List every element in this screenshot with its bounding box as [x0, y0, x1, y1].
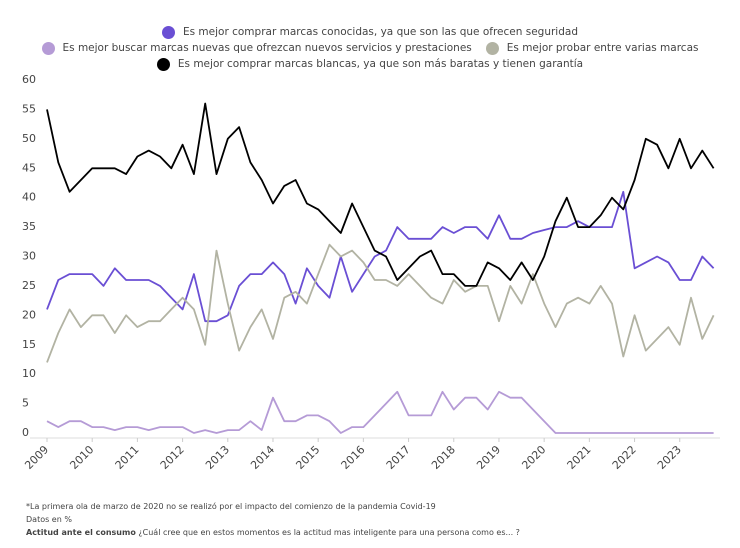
x-tick-label: 2023 [655, 443, 684, 472]
x-tick-label: 2021 [565, 443, 594, 472]
y-tick-label: 50 [22, 132, 36, 145]
x-tick-label: 2009 [22, 443, 51, 472]
x-tick-label: 2016 [339, 443, 368, 472]
legend-row: Es mejor comprar marcas conocidas, ya qu… [0, 24, 740, 40]
x-tick-label: 2013 [203, 443, 232, 472]
legend-swatch [161, 25, 175, 39]
y-tick-label: 20 [22, 308, 36, 321]
x-tick-label: 2019 [474, 443, 503, 472]
x-tick-label: 2022 [610, 443, 639, 472]
y-tick-label: 30 [22, 250, 36, 263]
legend-label: Es mejor probar entre varias marcas [506, 42, 699, 54]
x-tick-label: 2011 [113, 443, 142, 472]
legend-entry: Es mejor probar entre varias marcas [485, 41, 699, 55]
series-line [46, 190, 715, 323]
y-tick-label: 55 [22, 102, 36, 115]
y-tick-label: 35 [22, 220, 36, 233]
series-line [46, 102, 715, 287]
legend-label: Es mejor buscar marcas nuevas que ofrezc… [62, 42, 472, 54]
y-tick-label: 40 [22, 191, 36, 204]
x-tick-label: 2010 [67, 443, 96, 472]
question-label: Actitud ante el consumo [26, 528, 136, 537]
x-tick-label: 2020 [519, 443, 548, 472]
y-tick-label: 60 [22, 73, 36, 86]
legend-swatch [41, 41, 55, 55]
y-tick-label: 25 [22, 279, 36, 292]
legend-row: Es mejor comprar marcas blancas, ya que … [0, 56, 740, 72]
legend-swatch [156, 57, 170, 71]
legend-row: Es mejor buscar marcas nuevas que ofrezc… [0, 40, 740, 56]
footer: *La primera ola de marzo de 2020 no se r… [26, 500, 520, 539]
y-tick-label: 45 [22, 161, 36, 174]
series-line [46, 243, 715, 363]
y-tick-label: 5 [22, 397, 29, 410]
x-tick-label: 2015 [293, 443, 322, 472]
legend-entry: Es mejor comprar marcas conocidas, ya qu… [161, 25, 578, 39]
question-line: Actitud ante el consumo ¿Cuál cree que e… [26, 526, 520, 539]
y-tick-label: 15 [22, 338, 36, 351]
y-tick-label: 0 [22, 426, 29, 439]
legend-entry: Es mejor buscar marcas nuevas que ofrezc… [41, 41, 472, 55]
y-tick-label: 10 [22, 367, 36, 380]
legend-label: Es mejor comprar marcas conocidas, ya qu… [182, 26, 578, 38]
footnote: *La primera ola de marzo de 2020 no se r… [26, 502, 436, 511]
question: ¿Cuál cree que en estos momentos es la a… [138, 528, 520, 537]
data-note: Datos en % [26, 515, 72, 524]
x-tick-label: 2014 [248, 443, 277, 472]
x-tick-label: 2017 [384, 443, 413, 472]
legend-entry: Es mejor comprar marcas blancas, ya que … [156, 57, 584, 71]
series-line [46, 390, 714, 434]
x-tick-label: 2018 [429, 443, 458, 472]
x-tick-label: 2012 [158, 443, 187, 472]
legend: Es mejor comprar marcas conocidas, ya qu… [0, 24, 740, 72]
legend-swatch [485, 41, 499, 55]
legend-label: Es mejor comprar marcas blancas, ya que … [177, 58, 584, 70]
